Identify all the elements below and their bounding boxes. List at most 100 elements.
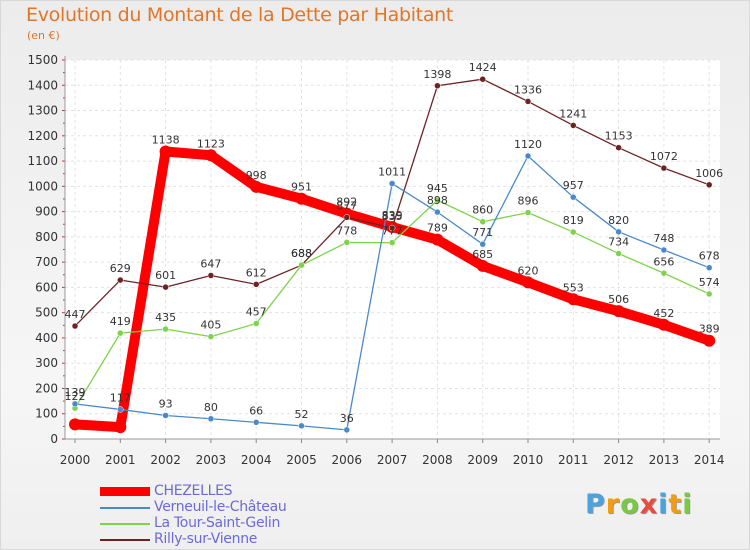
data-point bbox=[162, 325, 169, 333]
x-tick-label: 2005 bbox=[286, 453, 317, 467]
data-point bbox=[657, 318, 670, 331]
data-label: 892 bbox=[336, 196, 357, 209]
data-point bbox=[431, 233, 444, 246]
data-point bbox=[207, 272, 215, 279]
data-label: 647 bbox=[200, 258, 221, 271]
data-label: 36 bbox=[340, 412, 354, 425]
data-label: 1424 bbox=[469, 61, 497, 74]
data-point bbox=[117, 406, 124, 413]
data-label: 80 bbox=[204, 401, 218, 414]
chart-title: Evolution du Montant de la Dette par Hab… bbox=[26, 4, 454, 26]
legend-swatch bbox=[100, 507, 150, 509]
data-point bbox=[434, 208, 441, 216]
data-point bbox=[298, 422, 305, 430]
proxiti-logo: Proxiti bbox=[585, 489, 693, 520]
logo-letter: o bbox=[620, 489, 640, 520]
data-label: 771 bbox=[472, 226, 493, 239]
data-point bbox=[479, 240, 486, 248]
data-label: 620 bbox=[518, 264, 539, 277]
x-tick-label: 2001 bbox=[105, 453, 136, 467]
data-label: 405 bbox=[200, 319, 221, 332]
data-label: 1336 bbox=[514, 83, 542, 96]
data-point bbox=[705, 264, 713, 271]
data-point bbox=[434, 82, 441, 90]
x-tick-label: 2007 bbox=[377, 453, 408, 467]
y-tick-label: 200 bbox=[35, 381, 58, 395]
data-label: 1138 bbox=[152, 133, 180, 146]
data-label: 435 bbox=[155, 311, 176, 324]
data-label: 734 bbox=[608, 236, 629, 249]
y-tick-label: 1500 bbox=[27, 53, 58, 67]
data-label: 574 bbox=[699, 276, 720, 289]
y-tick-label: 500 bbox=[35, 306, 58, 320]
y-tick-label: 300 bbox=[35, 356, 58, 370]
data-label: 748 bbox=[653, 232, 674, 245]
data-label: 553 bbox=[563, 281, 584, 294]
data-label: 629 bbox=[110, 262, 131, 275]
x-tick-label: 2010 bbox=[513, 453, 544, 467]
data-point bbox=[343, 426, 351, 434]
data-label: 957 bbox=[563, 179, 584, 192]
data-point bbox=[476, 259, 489, 272]
data-label: 688 bbox=[291, 247, 312, 260]
x-tick-label: 2009 bbox=[467, 453, 498, 467]
legend-label: La Tour-Saint-Gelin bbox=[154, 515, 281, 531]
data-point bbox=[343, 214, 351, 221]
x-tick-label: 2008 bbox=[422, 453, 453, 467]
data-label: 389 bbox=[699, 323, 720, 336]
data-point bbox=[71, 400, 79, 408]
x-tick-label: 2014 bbox=[694, 453, 725, 467]
y-tick-label: 1100 bbox=[27, 154, 58, 168]
x-tick-label: 2002 bbox=[150, 453, 181, 467]
data-point bbox=[250, 180, 263, 193]
data-label: 139 bbox=[65, 386, 86, 399]
data-point bbox=[524, 98, 532, 105]
y-tick-label: 0 bbox=[50, 432, 58, 446]
data-label: 1006 bbox=[695, 167, 723, 180]
data-point bbox=[570, 122, 577, 129]
data-label: 835 bbox=[382, 210, 403, 223]
data-point bbox=[252, 320, 260, 327]
data-label: 1011 bbox=[378, 166, 406, 179]
y-tick-label: 700 bbox=[35, 255, 58, 269]
logo-letter: P bbox=[585, 489, 606, 520]
data-point bbox=[295, 192, 308, 205]
y-tick-label: 1200 bbox=[27, 129, 58, 143]
data-label: 789 bbox=[427, 222, 448, 235]
data-label: 452 bbox=[653, 307, 674, 320]
data-label: 777 bbox=[382, 225, 403, 238]
y-tick-label: 600 bbox=[35, 280, 58, 294]
x-tick-label: 2011 bbox=[558, 453, 589, 467]
data-point bbox=[298, 261, 305, 269]
y-tick-label: 1300 bbox=[27, 104, 58, 118]
x-tick-label: 2006 bbox=[332, 453, 363, 467]
data-label: 52 bbox=[295, 408, 309, 421]
data-point bbox=[207, 333, 215, 340]
logo-letter: i bbox=[682, 489, 693, 520]
data-label: 998 bbox=[246, 169, 267, 182]
data-label: 945 bbox=[427, 182, 448, 195]
data-label: 457 bbox=[246, 306, 267, 319]
y-tick-label: 1400 bbox=[27, 78, 58, 92]
data-point bbox=[524, 152, 532, 160]
y-tick-label: 400 bbox=[35, 331, 58, 345]
logo-letter: t bbox=[668, 489, 683, 520]
y-tick-label: 100 bbox=[35, 407, 58, 421]
data-point bbox=[71, 322, 79, 330]
data-label: 612 bbox=[246, 266, 267, 279]
data-point bbox=[388, 224, 396, 232]
data-label: 1120 bbox=[514, 138, 542, 151]
data-label: 1072 bbox=[650, 150, 678, 163]
x-tick-label: 2013 bbox=[649, 453, 680, 467]
data-point bbox=[117, 276, 124, 284]
data-point bbox=[252, 281, 260, 288]
data-label: 678 bbox=[699, 250, 720, 263]
legend-label: Verneuil-le-Château bbox=[154, 499, 287, 515]
data-point bbox=[615, 144, 622, 151]
data-label: 122 bbox=[65, 390, 86, 403]
data-point bbox=[612, 305, 625, 318]
data-label: 1153 bbox=[605, 130, 633, 143]
data-label: 447 bbox=[65, 308, 86, 321]
data-label: 419 bbox=[110, 315, 131, 328]
